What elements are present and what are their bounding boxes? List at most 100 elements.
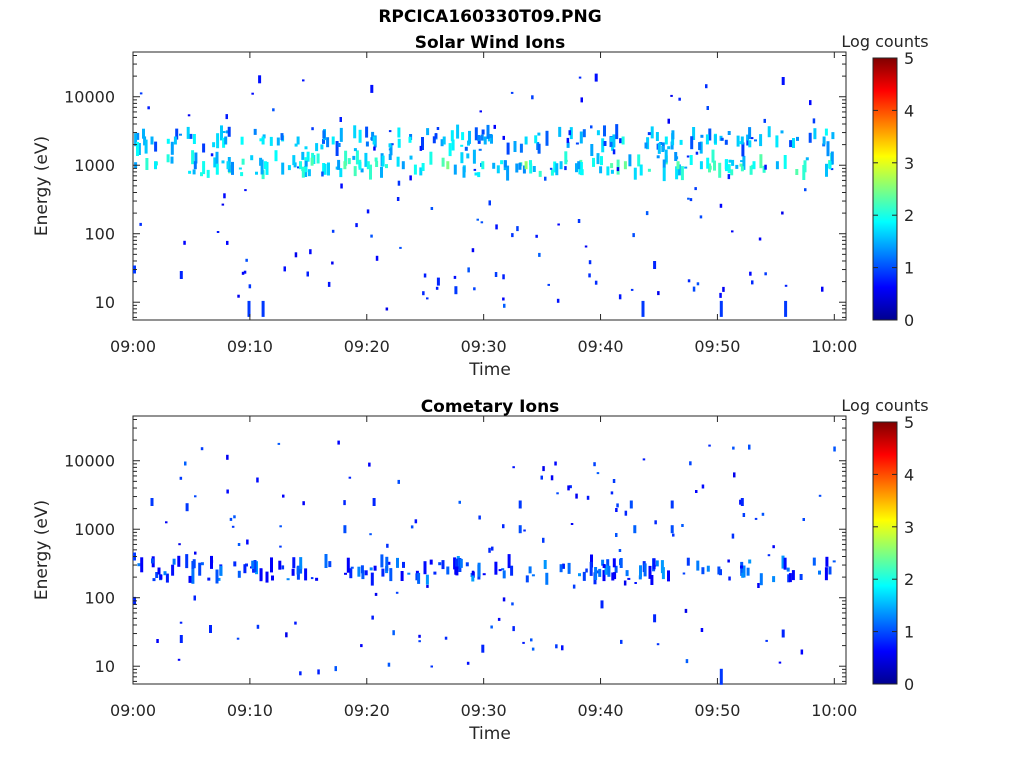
data-cell: [390, 143, 394, 146]
data-cell: [222, 137, 226, 148]
data-cell: [612, 558, 616, 568]
data-cell: [570, 523, 574, 525]
data-cell: [407, 572, 411, 575]
data-cell: [243, 564, 247, 574]
data-cell: [229, 517, 233, 521]
data-cell: [451, 139, 455, 151]
data-cell: [765, 639, 768, 642]
data-cell: [628, 154, 632, 167]
data-point: [193, 161, 197, 170]
data-cell: [754, 517, 758, 520]
data-point: [719, 300, 723, 317]
data-cell: [657, 291, 660, 296]
data-cell: [686, 557, 690, 566]
data-cell: [311, 127, 314, 131]
data-cell: [326, 137, 330, 148]
data-cell: [171, 564, 175, 576]
data-cell: [388, 130, 392, 133]
data-cell: [322, 138, 325, 144]
data-point: [154, 161, 157, 170]
data-cell: [335, 141, 339, 156]
y-tick-label: 1000: [74, 520, 115, 539]
solar-wind-panel: Solar Wind Ions 09:00 09:10 09:20 09:30 09:4…: [32, 32, 929, 380]
data-cell: [385, 164, 388, 169]
data-cell: [553, 161, 557, 173]
data-cell: [225, 130, 229, 134]
data-cell: [529, 160, 532, 166]
data-cell: [495, 224, 498, 230]
data-cell: [645, 211, 649, 216]
data-point: [179, 271, 183, 279]
data-cell: [441, 157, 445, 167]
data-cell: [555, 644, 558, 649]
data-cell: [347, 158, 351, 165]
data-cell: [223, 193, 226, 199]
data-cell: [137, 143, 141, 155]
cometary-panel: Cometary Ions 09:00 09:10 09:20 09:30 09:40 0…: [32, 396, 929, 744]
data-point: [641, 300, 645, 317]
data-cell: [596, 570, 600, 574]
data-cell: [742, 155, 746, 170]
data-cell: [253, 560, 257, 572]
data-cell: [516, 226, 519, 232]
data-cell: [540, 475, 543, 480]
data-cell: [698, 142, 702, 151]
data-cell: [262, 134, 266, 139]
data-point: [623, 161, 627, 170]
data-point: [775, 161, 779, 170]
data-cell: [369, 533, 372, 536]
data-cell: [339, 117, 342, 122]
data-cell: [453, 557, 457, 570]
data-cell: [410, 525, 414, 529]
data-cell: [759, 134, 763, 147]
data-cell: [145, 158, 149, 170]
data-cell: [623, 580, 627, 586]
data-cell: [596, 153, 600, 165]
y-tick-label: 100: [84, 225, 115, 244]
data-cell: [399, 246, 402, 249]
data-cell: [830, 151, 834, 165]
data-point: [670, 525, 674, 534]
data-cell: [478, 148, 482, 151]
axes: 09:00 09:10 09:20 09:30 09:40 09:50 10:00 10 100…: [64, 52, 857, 356]
data-cell: [713, 160, 716, 171]
data-cell: [718, 162, 722, 178]
x-tick-label: 09:40: [577, 337, 623, 356]
data-cell: [786, 567, 790, 572]
data-cell: [294, 252, 298, 258]
data-cell: [280, 133, 284, 141]
data-cell: [580, 97, 583, 103]
data-cell: [538, 170, 542, 177]
data-cell: [748, 140, 752, 148]
data-point: [781, 77, 785, 85]
colorbar-tick-label: 0: [904, 675, 914, 694]
data-cell: [397, 180, 401, 186]
data-cell: [307, 169, 311, 177]
data-point: [296, 136, 300, 145]
data-cell: [172, 558, 176, 565]
data-cell: [510, 565, 514, 576]
data-cell: [227, 126, 231, 137]
data-cell: [678, 97, 681, 101]
data-cell: [727, 559, 730, 563]
data-cell: [783, 557, 787, 570]
data-cell: [350, 566, 354, 569]
data-cell: [193, 595, 196, 601]
data-cell: [497, 617, 501, 621]
data-cell: [500, 160, 504, 165]
data-cell: [358, 161, 362, 170]
data-cell: [569, 127, 573, 140]
data-point: [664, 136, 668, 145]
data-cell: [396, 197, 400, 201]
data-cell: [670, 94, 673, 97]
data-cell: [532, 166, 536, 172]
data-cell: [464, 146, 468, 151]
data-cell: [699, 141, 703, 154]
data-cell: [210, 153, 214, 157]
colorbar-tick-label: 2: [904, 206, 914, 225]
data-cell: [706, 106, 709, 110]
data-cell: [320, 144, 324, 150]
data-cell: [575, 142, 579, 145]
data-cell: [612, 149, 616, 155]
data-cell: [271, 575, 274, 581]
